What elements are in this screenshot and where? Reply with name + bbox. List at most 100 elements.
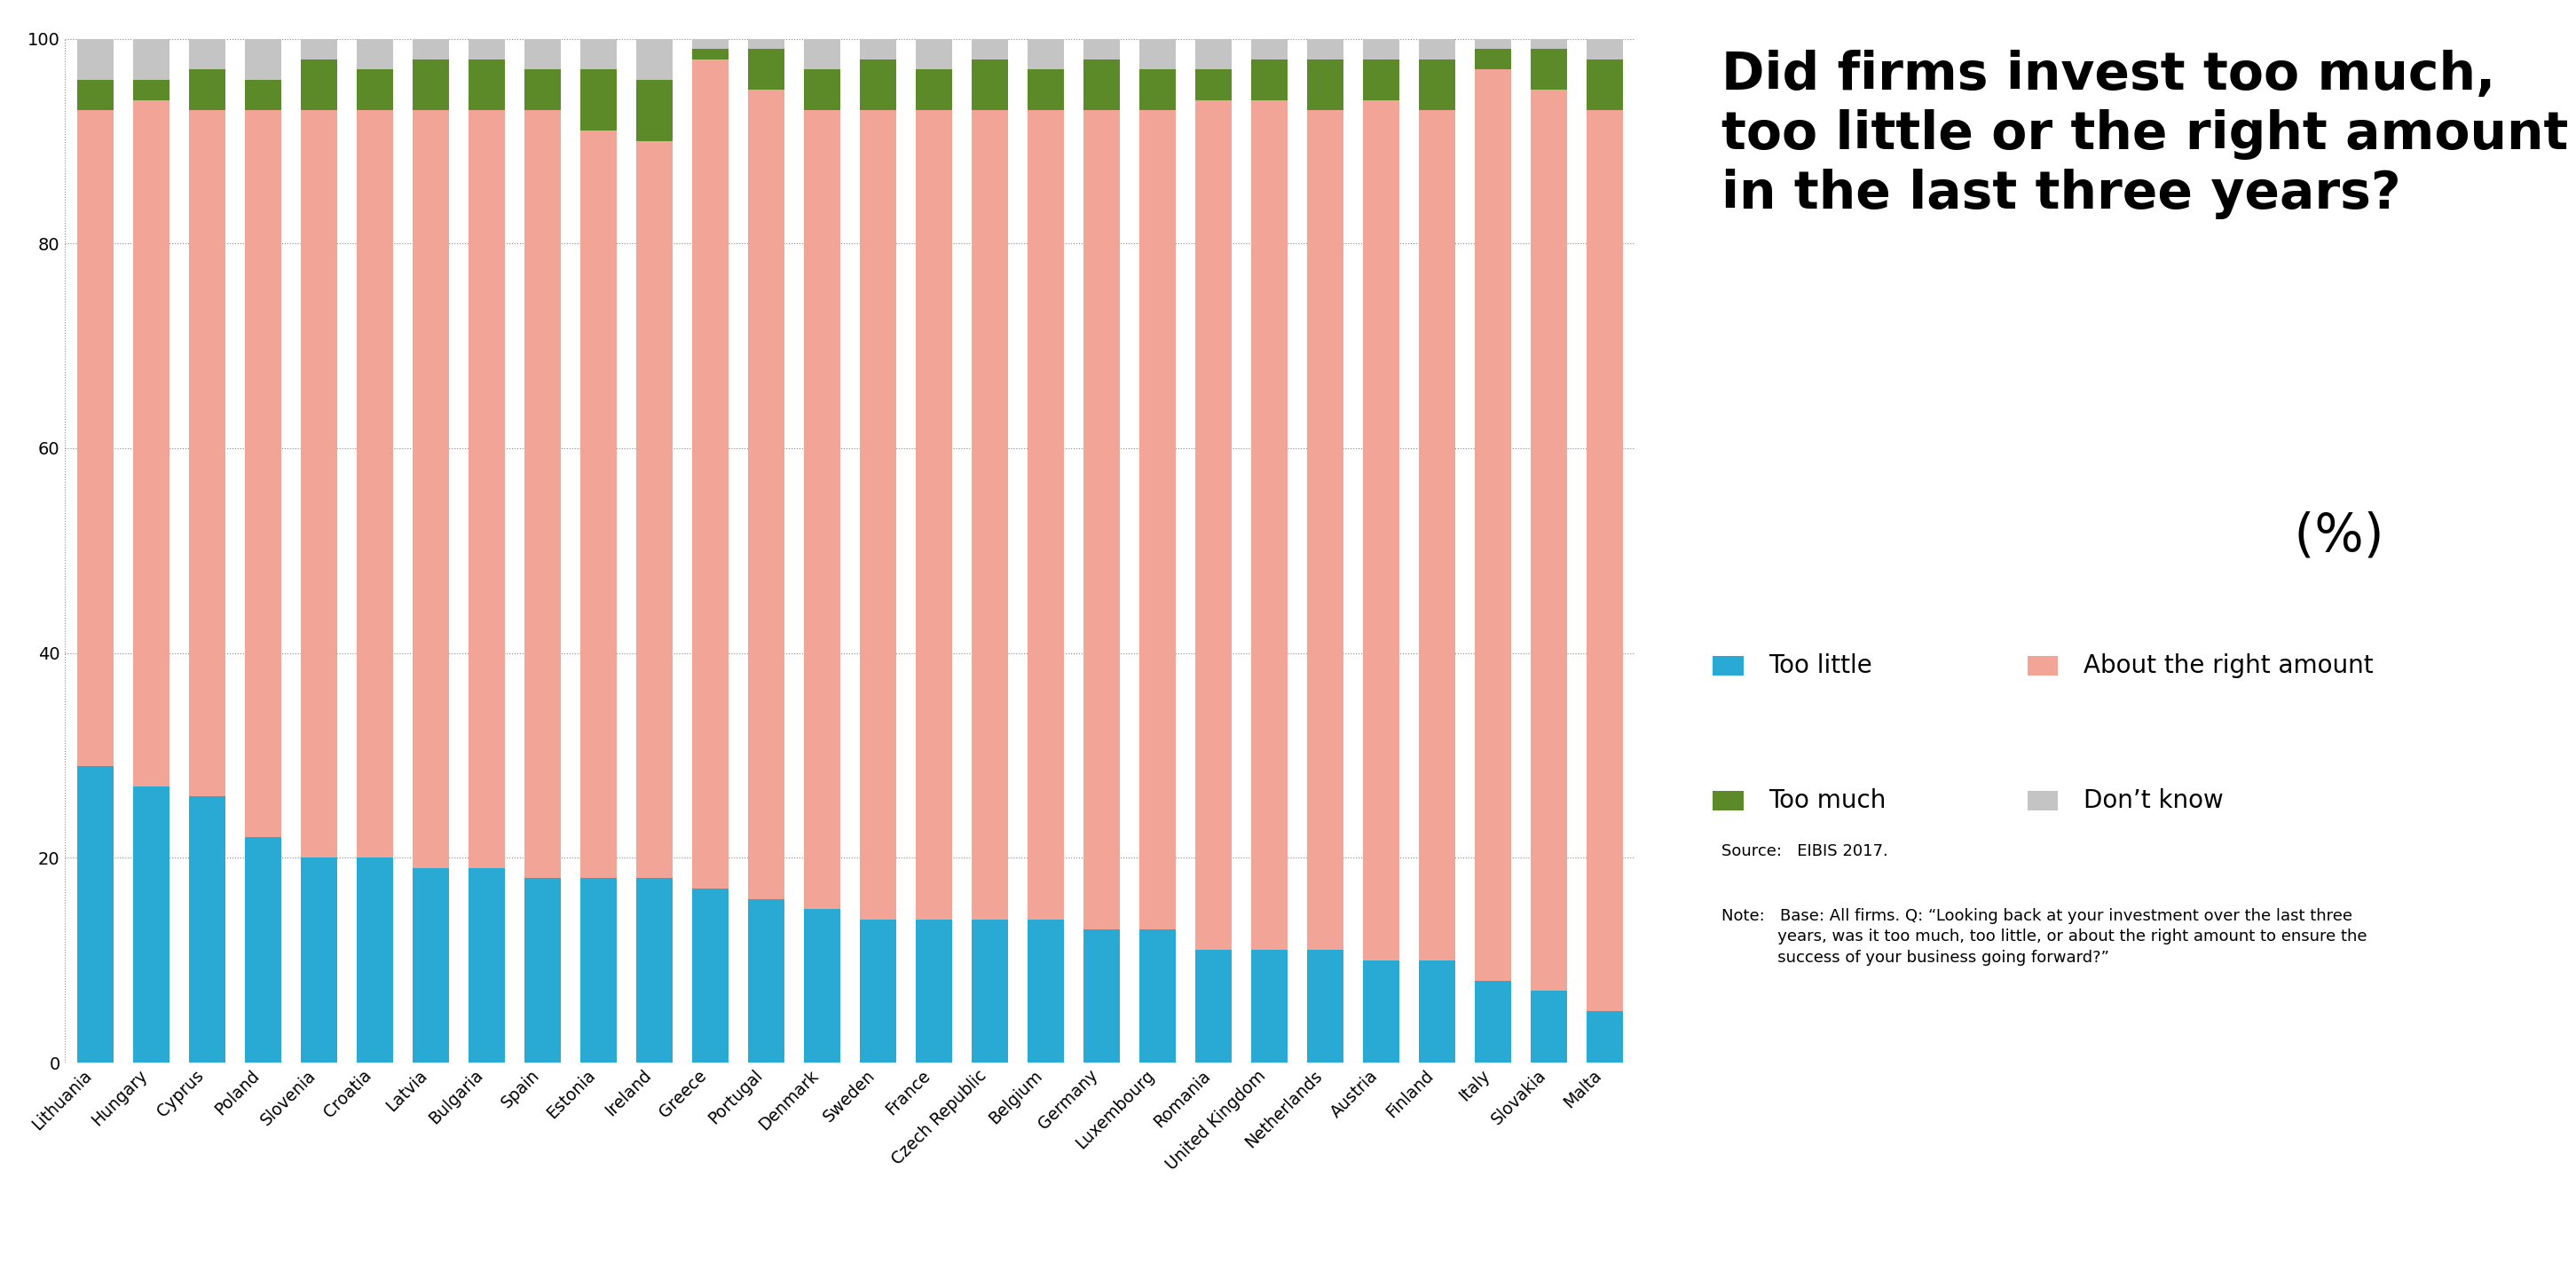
Bar [1530, 990, 1566, 1063]
Bar [636, 878, 672, 1063]
Bar [412, 59, 448, 111]
Bar [245, 80, 281, 111]
Bar [1419, 961, 1455, 1063]
Bar [77, 765, 113, 1063]
FancyBboxPatch shape [1713, 791, 1744, 810]
Bar [804, 39, 840, 70]
Bar [1530, 39, 1566, 49]
Bar [1139, 111, 1175, 930]
Bar [1419, 111, 1455, 961]
Bar [134, 786, 170, 1063]
Bar [188, 111, 224, 796]
Bar [1306, 111, 1345, 951]
Bar [1306, 39, 1345, 59]
Bar [412, 39, 448, 59]
Bar [580, 878, 616, 1063]
Bar [1587, 59, 1623, 111]
Bar [1028, 39, 1064, 70]
Bar [693, 39, 729, 49]
Bar [1476, 49, 1512, 70]
Bar [301, 39, 337, 59]
FancyBboxPatch shape [2027, 791, 2058, 810]
Bar [747, 49, 783, 90]
FancyBboxPatch shape [2027, 656, 2058, 676]
Bar [1252, 100, 1288, 951]
Bar [971, 920, 1007, 1063]
Bar [804, 111, 840, 909]
Bar [1139, 930, 1175, 1063]
Text: About the right amount: About the right amount [2084, 653, 2372, 679]
Bar [469, 39, 505, 59]
Bar [860, 39, 896, 59]
Bar [188, 70, 224, 111]
Bar [355, 111, 394, 858]
Bar [412, 111, 448, 868]
Bar [1363, 100, 1399, 961]
Bar [1363, 39, 1399, 59]
Bar [134, 100, 170, 786]
Bar [526, 70, 562, 111]
Bar [1028, 70, 1064, 111]
Bar [1363, 961, 1399, 1063]
Bar [1195, 100, 1231, 951]
Bar [77, 111, 113, 765]
Text: Too little: Too little [1770, 653, 1873, 679]
Bar [1306, 951, 1345, 1063]
Bar [1587, 39, 1623, 59]
Bar [1476, 980, 1512, 1063]
Bar [245, 837, 281, 1063]
Bar [747, 90, 783, 899]
Bar [636, 142, 672, 878]
Bar [77, 80, 113, 111]
Bar [134, 39, 170, 80]
Bar [917, 39, 953, 70]
Bar [301, 858, 337, 1063]
Bar [1195, 70, 1231, 100]
Text: Too much: Too much [1770, 788, 1886, 813]
Bar [1028, 920, 1064, 1063]
Bar [1530, 90, 1566, 990]
Bar [469, 868, 505, 1063]
Bar [301, 59, 337, 111]
Bar [355, 70, 394, 111]
Bar [1252, 59, 1288, 100]
Bar [917, 70, 953, 111]
Bar [580, 70, 616, 131]
Bar [1252, 39, 1288, 59]
Bar [860, 111, 896, 920]
Bar [77, 39, 113, 80]
Bar [245, 39, 281, 80]
Bar [693, 889, 729, 1063]
Bar [188, 796, 224, 1063]
Bar [693, 49, 729, 59]
Bar [747, 899, 783, 1063]
Bar [971, 39, 1007, 59]
Bar [1195, 951, 1231, 1063]
Bar [580, 131, 616, 878]
Text: Note:   Base: All firms. Q: “Looking back at your investment over the last three: Note: Base: All firms. Q: “Looking back … [1721, 908, 2367, 966]
Bar [526, 111, 562, 878]
Bar [1139, 39, 1175, 70]
Bar [1028, 111, 1064, 920]
Bar [469, 111, 505, 868]
Bar [469, 59, 505, 111]
Bar [1587, 111, 1623, 1011]
Bar [355, 858, 394, 1063]
Text: Don’t know: Don’t know [2084, 788, 2223, 813]
Text: Source:   EIBIS 2017.: Source: EIBIS 2017. [1721, 842, 1888, 859]
Bar [1476, 70, 1512, 980]
Bar [1084, 59, 1121, 111]
Bar [245, 111, 281, 837]
Bar [804, 909, 840, 1063]
Text: #EIBInvestmentReport: #EIBInvestmentReport [118, 1189, 783, 1239]
Bar [1419, 39, 1455, 59]
Bar [1587, 1011, 1623, 1063]
Bar [412, 868, 448, 1063]
Bar [526, 878, 562, 1063]
Bar [804, 70, 840, 111]
Text: Did firms invest too much,
too little or the right amount
in the last three year: Did firms invest too much, too little or… [1721, 50, 2568, 219]
Bar [860, 59, 896, 111]
Bar [188, 39, 224, 70]
Bar [636, 80, 672, 140]
Bar [1419, 59, 1455, 111]
